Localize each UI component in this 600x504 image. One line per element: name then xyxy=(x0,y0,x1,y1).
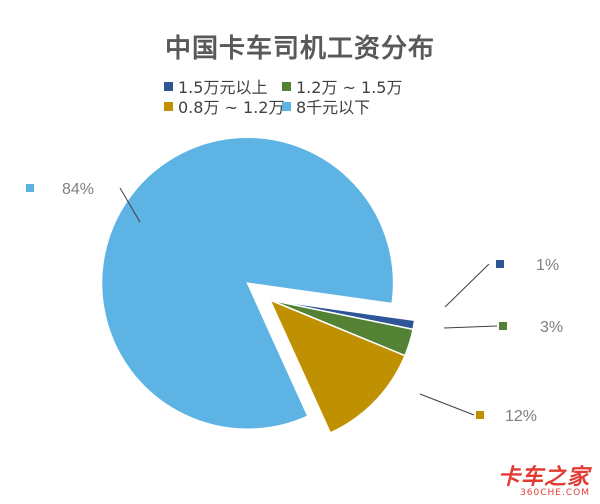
watermark-logo: 卡车之家 360CHE.COM xyxy=(498,467,590,498)
legend-swatch xyxy=(164,101,173,111)
data-label: 3% xyxy=(540,319,563,336)
legend-item: 1.2万 ~ 1.5万 xyxy=(282,74,402,98)
data-label: 84% xyxy=(62,181,94,198)
legend-label: 8千元以下 xyxy=(296,98,371,117)
leader-line xyxy=(443,325,498,329)
leader-line xyxy=(419,393,475,416)
data-label-key xyxy=(499,322,507,330)
pie-slice xyxy=(268,298,406,434)
legend-label: 1.5万元以上 xyxy=(178,78,268,97)
data-label-key xyxy=(476,411,484,419)
watermark-sub: 360CHE.COM xyxy=(520,488,590,498)
data-label: 12% xyxy=(505,408,537,425)
legend-swatch xyxy=(282,81,291,91)
data-label: 1% xyxy=(536,257,559,274)
legend-item: 1.5万元以上 xyxy=(164,74,267,98)
legend-item: 8千元以下 xyxy=(282,94,370,118)
pie-slice xyxy=(100,136,395,430)
legend-swatch xyxy=(282,101,291,111)
leader-line xyxy=(444,263,490,308)
legend-swatch xyxy=(164,81,173,91)
watermark-main: 卡车之家 xyxy=(497,465,590,490)
legend-label: 0.8万 ~ 1.2万 xyxy=(178,98,285,117)
data-label-key xyxy=(496,260,504,268)
chart-title: 中国卡车司机工资分布 xyxy=(164,34,435,64)
legend-label: 1.2万 ~ 1.5万 xyxy=(296,78,403,97)
leader-line xyxy=(119,187,141,223)
legend-item: 0.8万 ~ 1.2万 xyxy=(164,94,284,118)
data-label-key xyxy=(26,184,34,192)
